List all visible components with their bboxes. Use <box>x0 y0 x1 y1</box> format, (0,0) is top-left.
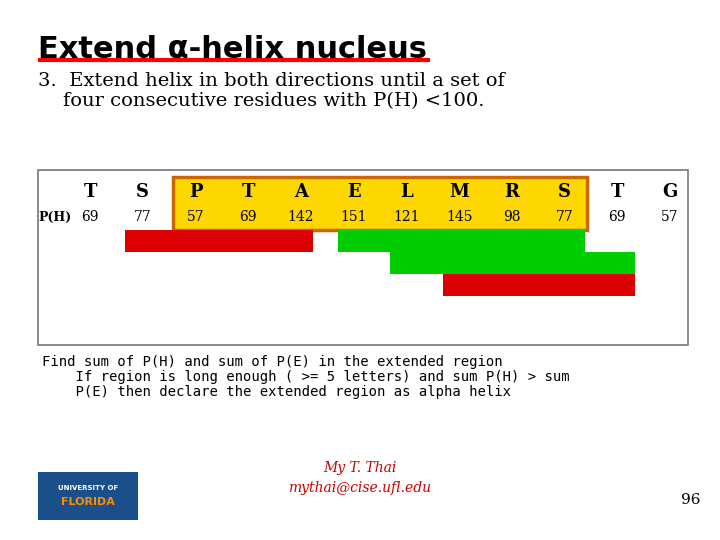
Text: P(E) then declare the extended region as alpha helix: P(E) then declare the extended region as… <box>42 385 511 399</box>
Text: 69: 69 <box>608 210 626 224</box>
Text: Find sum of P(H) and sum of P(E) in the extended region: Find sum of P(H) and sum of P(E) in the … <box>42 355 503 369</box>
Bar <box>125 230 313 252</box>
Text: E: E <box>347 183 361 201</box>
Bar <box>443 274 635 296</box>
Bar <box>174 177 587 230</box>
Text: 69: 69 <box>81 210 99 224</box>
Text: G: G <box>662 183 678 201</box>
Text: M: M <box>449 183 469 201</box>
Bar <box>38 170 688 345</box>
Text: S: S <box>558 183 571 201</box>
Text: 142: 142 <box>288 210 314 224</box>
Text: 3.  Extend helix in both directions until a set of: 3. Extend helix in both directions until… <box>38 72 505 90</box>
Text: T: T <box>241 183 255 201</box>
Text: A: A <box>294 183 308 201</box>
Text: P(H): P(H) <box>38 211 71 224</box>
Text: R: R <box>504 183 519 201</box>
Text: 121: 121 <box>393 210 420 224</box>
Text: T: T <box>84 183 96 201</box>
Text: Extend α-helix nucleus: Extend α-helix nucleus <box>38 35 427 64</box>
Text: 151: 151 <box>341 210 367 224</box>
Bar <box>390 252 635 274</box>
Text: L: L <box>400 183 413 201</box>
Text: P: P <box>189 183 202 201</box>
Text: 98: 98 <box>503 210 521 224</box>
Text: 57: 57 <box>661 210 679 224</box>
Text: My T. Thai
mythai@cise.ufl.edu: My T. Thai mythai@cise.ufl.edu <box>289 461 431 495</box>
Text: 96: 96 <box>680 493 700 507</box>
Text: 77: 77 <box>134 210 152 224</box>
Text: four consecutive residues with P(H) <100.: four consecutive residues with P(H) <100… <box>38 92 485 110</box>
Bar <box>38 472 138 520</box>
Text: T: T <box>611 183 624 201</box>
Text: 145: 145 <box>446 210 472 224</box>
Text: FLORIDA: FLORIDA <box>61 497 115 507</box>
Text: 77: 77 <box>556 210 573 224</box>
Bar <box>338 230 585 252</box>
Text: If region is long enough ( >= 5 letters) and sum P(H) > sum: If region is long enough ( >= 5 letters)… <box>42 370 570 384</box>
Text: UNIVERSITY OF: UNIVERSITY OF <box>58 485 118 491</box>
Text: S: S <box>136 183 149 201</box>
Text: 57: 57 <box>186 210 204 224</box>
Text: 69: 69 <box>240 210 257 224</box>
